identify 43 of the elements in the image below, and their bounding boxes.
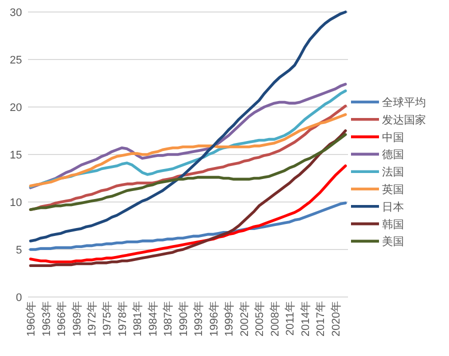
- x-tick-label: 2008年: [269, 301, 282, 336]
- y-tick-label: 10: [10, 197, 22, 209]
- legend-label: 全球平均: [382, 96, 426, 109]
- legend-label: 韩国: [382, 218, 404, 231]
- y-tick-label: 0: [16, 292, 22, 304]
- x-tick-label: 1984年: [147, 301, 160, 336]
- x-tick-label: 1987年: [162, 301, 175, 336]
- legend-label: 发达国家: [382, 113, 426, 126]
- y-tick-label: 5: [16, 244, 22, 256]
- x-tick-label: 2002年: [238, 301, 251, 336]
- legend-label: 英国: [382, 183, 404, 196]
- legend-label: 美国: [382, 235, 404, 248]
- x-tick-label: 2011年: [284, 301, 297, 336]
- y-tick-label: 25: [10, 54, 22, 66]
- x-tick-label: 1963年: [40, 301, 53, 336]
- line-series: [29, 113, 347, 188]
- x-tick-label: 1975年: [102, 301, 114, 336]
- line-series: [29, 202, 347, 251]
- x-tick-label: 1978年: [116, 301, 129, 336]
- x-tick-label: 1972年: [86, 301, 98, 336]
- legend-label: 中国: [382, 130, 404, 144]
- x-tick-label: 2014年: [300, 301, 312, 336]
- line-series: [29, 129, 347, 268]
- y-tick-label: 20: [10, 102, 22, 114]
- y-tick-label: 30: [10, 7, 22, 19]
- x-tick-label: 1981年: [132, 301, 144, 336]
- x-tick-label: 2005年: [254, 301, 266, 336]
- line-series: [29, 133, 347, 211]
- x-tick-label: 1993年: [193, 301, 206, 336]
- legend-label: 德国: [382, 149, 404, 162]
- legend-label: 日本: [382, 200, 404, 214]
- x-tick-label: 1990年: [178, 301, 190, 336]
- x-tick-label: 2020年: [330, 301, 342, 336]
- line-series: [29, 164, 347, 264]
- x-tick-label: 1996年: [208, 301, 220, 336]
- x-tick-label: 1966年: [56, 301, 68, 336]
- x-tick-label: 1960年: [26, 301, 38, 336]
- line-series: [29, 10, 347, 242]
- x-tick-label: 1999年: [224, 301, 236, 336]
- x-tick-label: 2017年: [315, 301, 328, 336]
- legend-label: 法国: [382, 166, 404, 179]
- y-tick-label: 15: [10, 150, 22, 162]
- x-tick-label: 1969年: [71, 301, 84, 336]
